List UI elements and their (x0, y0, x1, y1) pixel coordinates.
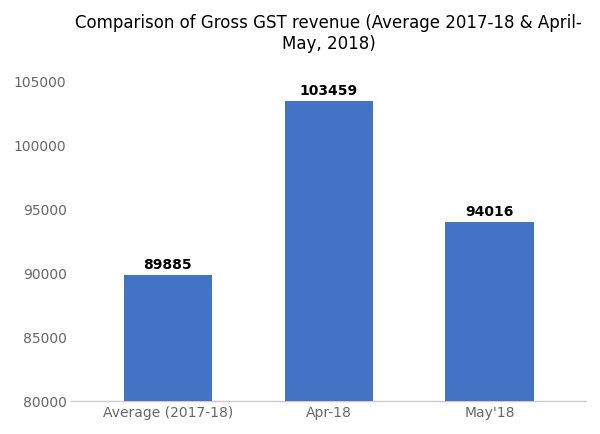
Text: 103459: 103459 (299, 84, 358, 98)
Bar (124, 275, 212, 434)
Bar (284, 102, 373, 434)
Title: Comparison of Gross GST revenue (Average 2017-18 & April-
May, 2018): Comparison of Gross GST revenue (Average… (76, 14, 582, 53)
Bar (445, 222, 534, 434)
Text: 89885: 89885 (143, 258, 192, 272)
Text: 94016: 94016 (466, 205, 514, 219)
